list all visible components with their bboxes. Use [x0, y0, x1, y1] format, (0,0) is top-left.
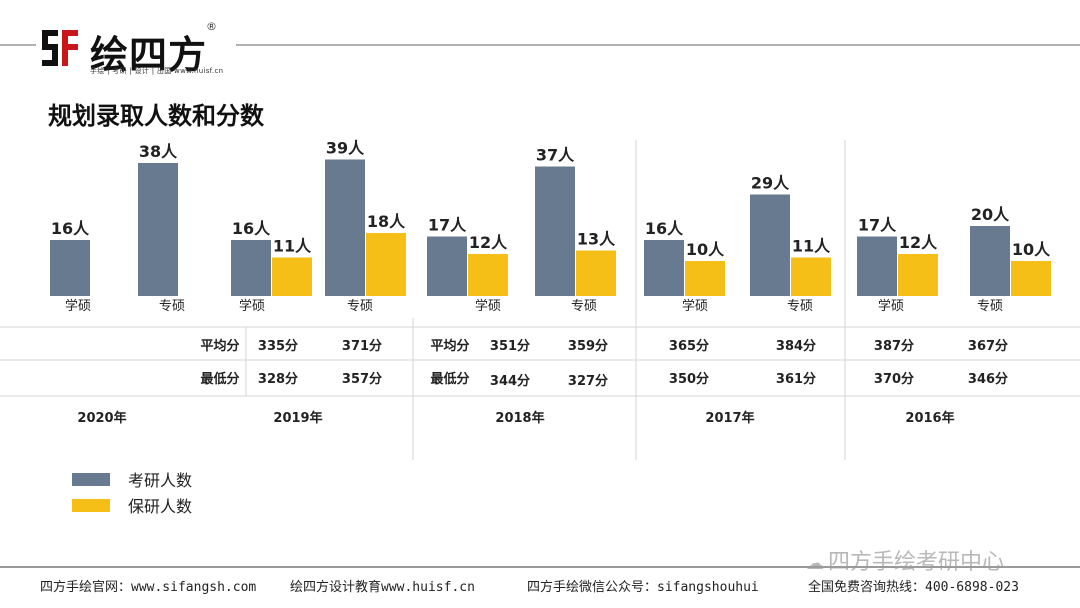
score-row-label: 平均分	[430, 338, 469, 354]
category-label: 专硕	[347, 299, 373, 314]
bar-baoyan	[791, 257, 831, 296]
wechat-icon: ☁	[806, 553, 824, 574]
data-label-kaoyan: 29人	[751, 174, 790, 193]
footer-site2: 绘四方设计教育www.huisf.cn	[290, 580, 475, 595]
bar-kaoyan	[644, 240, 684, 296]
legend: 考研人数 保研人数	[72, 466, 192, 518]
score-value: 327分	[568, 373, 608, 389]
bar-kaoyan	[427, 236, 467, 296]
category-label: 学硕	[65, 298, 91, 314]
data-label-kaoyan: 17人	[858, 216, 897, 235]
data-label-baoyan: 10人	[686, 240, 725, 259]
logo-mark-icon	[38, 26, 82, 70]
data-label-kaoyan: 20人	[971, 205, 1010, 224]
data-label-kaoyan: 16人	[232, 219, 271, 238]
bar-kaoyan	[50, 240, 90, 296]
year-label: 2018年	[495, 410, 544, 426]
category-label: 学硕	[239, 298, 265, 314]
category-label: 专硕	[571, 299, 597, 314]
legend-label-baoyan: 保研人数	[128, 497, 193, 516]
page-title: 规划录取人数和分数	[48, 102, 264, 130]
data-label-kaoyan: 37人	[536, 146, 575, 165]
bar-kaoyan	[138, 163, 178, 296]
score-value: 365分	[669, 338, 709, 354]
score-value: 370分	[874, 371, 914, 387]
year-label: 2017年	[705, 410, 754, 426]
bar-kaoyan	[535, 166, 575, 296]
bar-kaoyan	[750, 194, 790, 296]
category-label: 专硕	[159, 299, 185, 314]
score-row-label: 平均分	[200, 338, 239, 354]
data-label-kaoyan: 16人	[51, 219, 90, 238]
score-value: 359分	[568, 338, 608, 354]
legend-label-kaoyan: 考研人数	[128, 471, 193, 490]
data-label-kaoyan: 38人	[139, 142, 178, 161]
brand-reg-mark: ®	[206, 20, 217, 33]
data-label-kaoyan: 16人	[645, 219, 684, 238]
category-label: 学硕	[878, 298, 904, 314]
year-label: 2020年	[77, 410, 126, 426]
data-label-kaoyan: 17人	[428, 216, 467, 235]
score-value: 344分	[490, 373, 530, 389]
bar-baoyan	[576, 250, 616, 296]
bar-baoyan	[272, 257, 312, 296]
year-label: 2016年	[905, 410, 954, 426]
bar-kaoyan	[857, 236, 897, 296]
header-rule-left	[0, 44, 36, 46]
score-value: 357分	[342, 371, 382, 387]
bar-baoyan	[1011, 261, 1051, 296]
data-label-baoyan: 13人	[577, 230, 616, 249]
score-row-label: 最低分	[200, 371, 239, 387]
score-value: 384分	[776, 338, 816, 354]
score-value: 387分	[874, 338, 914, 354]
score-value: 346分	[968, 371, 1008, 387]
data-label-baoyan: 11人	[273, 237, 312, 256]
category-label: 专硕	[787, 299, 813, 314]
watermark: ☁ 四方手绘考研中心	[806, 544, 1004, 576]
brand-logo: 绘四方 ® 手绘 | 考研 | 设计 | 出国 www.huisf.cn	[38, 20, 238, 84]
bar-baoyan	[366, 233, 406, 296]
category-label: 学硕	[682, 298, 708, 314]
year-label: 2019年	[273, 410, 322, 426]
category-label: 专硕	[977, 299, 1003, 314]
bar-kaoyan	[970, 226, 1010, 296]
footer-wechat: 四方手绘微信公众号：sifangshouhui	[527, 580, 759, 595]
bar-kaoyan	[231, 240, 271, 296]
score-value: 335分	[258, 338, 298, 354]
footer-hotline: 全国免费咨询热线：400-6898-023	[808, 580, 1019, 595]
score-value: 361分	[776, 371, 816, 387]
score-value: 371分	[342, 338, 382, 354]
brand-tagline: 手绘 | 考研 | 设计 | 出国 www.huisf.cn	[90, 67, 224, 75]
score-value: 367分	[968, 338, 1008, 354]
data-label-baoyan: 10人	[1012, 240, 1051, 259]
bar-kaoyan	[325, 159, 365, 296]
legend-item-kaoyan: 考研人数	[72, 466, 192, 492]
data-label-baoyan: 12人	[899, 233, 938, 252]
score-value: 328分	[258, 371, 298, 387]
score-value: 351分	[490, 338, 530, 354]
legend-item-baoyan: 保研人数	[72, 492, 192, 518]
footer: 四方手绘官网：www.sifangsh.com 绘四方设计教育www.huisf…	[0, 566, 1080, 600]
data-label-baoyan: 11人	[792, 237, 831, 256]
data-label-baoyan: 18人	[367, 212, 406, 231]
brand-name: 绘四方	[90, 33, 208, 77]
header-rule	[236, 44, 1080, 46]
data-label-kaoyan: 39人	[326, 139, 365, 158]
footer-site1: 四方手绘官网：www.sifangsh.com	[40, 580, 257, 595]
bar-baoyan	[685, 261, 725, 296]
legend-swatch-kaoyan	[72, 472, 110, 486]
bar-baoyan	[468, 254, 508, 296]
category-label: 学硕	[475, 298, 501, 314]
score-row-label: 最低分	[430, 371, 469, 387]
legend-swatch-baoyan	[72, 498, 110, 512]
score-value: 350分	[669, 371, 709, 387]
watermark-text: 四方手绘考研中心	[828, 550, 1005, 575]
data-label-baoyan: 12人	[469, 233, 508, 252]
bar-baoyan	[898, 254, 938, 296]
